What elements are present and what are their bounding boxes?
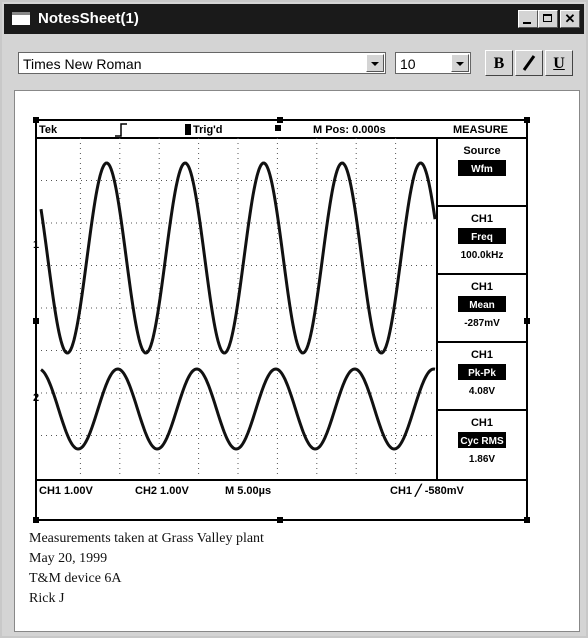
scope-footer-text: CH1 ╱ -580mV xyxy=(390,483,465,497)
scope-header-text: MEASURE xyxy=(453,124,508,136)
measure-type: Pk-Pk xyxy=(468,368,496,379)
dropdown-button[interactable] xyxy=(451,54,469,72)
window: NotesSheet(1) ✕ Times New Roman 10 B U T… xyxy=(0,0,588,638)
selection-handle xyxy=(277,517,283,523)
document: Tek Trig'd M Pos: 0.000s MEASURE 1 2 Source Wfm… xyxy=(14,90,580,632)
selection-handle xyxy=(33,517,39,523)
note-line: T&M device 6A xyxy=(29,571,122,587)
note-line: Measurements taken at Grass Valley plant xyxy=(29,531,264,547)
italic-button[interactable] xyxy=(515,50,543,76)
selection-handle xyxy=(524,517,530,523)
close-button[interactable]: ✕ xyxy=(560,10,580,28)
bold-button[interactable]: B xyxy=(485,50,513,76)
maximize-button[interactable] xyxy=(538,10,558,28)
minimize-button[interactable] xyxy=(518,10,538,28)
measure-channel: CH1 xyxy=(471,349,493,361)
note-line: May 20, 1999 xyxy=(29,551,107,567)
measure-value: 1.86V xyxy=(469,454,495,465)
measure-type: Wfm xyxy=(471,164,493,175)
selection-handle xyxy=(33,117,39,123)
page: NotesSheet(1) ✕ Times New Roman 10 B U T… xyxy=(0,0,588,638)
measure-value: -287mV xyxy=(464,318,500,329)
selection-handle xyxy=(524,117,530,123)
measure-channel: CH1 xyxy=(471,417,493,429)
title-bar: NotesSheet(1) ✕ xyxy=(4,4,584,34)
font-name: Times New Roman xyxy=(23,56,142,72)
measure-value: 100.0kHz xyxy=(461,250,504,261)
size-combo[interactable]: 10 xyxy=(395,52,471,74)
scope-header-text: Trig'd xyxy=(193,124,223,136)
channel-marker: 1 xyxy=(33,239,39,251)
scope-header-text: Tek xyxy=(39,124,58,136)
underline-button[interactable]: U xyxy=(545,50,573,76)
measure-channel: CH1 xyxy=(471,281,493,293)
font-size: 10 xyxy=(400,56,416,72)
measure-type: Mean xyxy=(469,300,495,311)
note-line: Rick J xyxy=(29,591,64,607)
scope-footer-text: M 5.00µs xyxy=(225,485,271,497)
scope-footer-text: CH1 1.00V xyxy=(39,485,93,497)
measure-channel: CH1 xyxy=(471,213,493,225)
selection-handle xyxy=(524,318,530,324)
measure-channel: Source xyxy=(463,145,500,157)
scope-header-text: M Pos: 0.000s xyxy=(313,124,386,136)
app-icon xyxy=(12,12,30,25)
measure-type: Freq xyxy=(471,232,493,243)
trigger-icon xyxy=(185,124,191,135)
measure-value: 4.08V xyxy=(469,386,495,397)
dropdown-button[interactable] xyxy=(366,54,384,72)
window-title: NotesSheet(1) xyxy=(38,10,139,27)
selection-handle xyxy=(33,318,39,324)
scope-footer-text: CH2 1.00V xyxy=(135,485,189,497)
scope-image: Tek Trig'd M Pos: 0.000s MEASURE 1 2 Source Wfm… xyxy=(15,91,579,531)
selection-handle xyxy=(277,117,283,123)
marker xyxy=(275,125,281,131)
channel-marker: 2 xyxy=(33,392,39,404)
font-combo[interactable]: Times New Roman xyxy=(18,52,386,74)
measure-type: Cyc RMS xyxy=(460,436,504,447)
